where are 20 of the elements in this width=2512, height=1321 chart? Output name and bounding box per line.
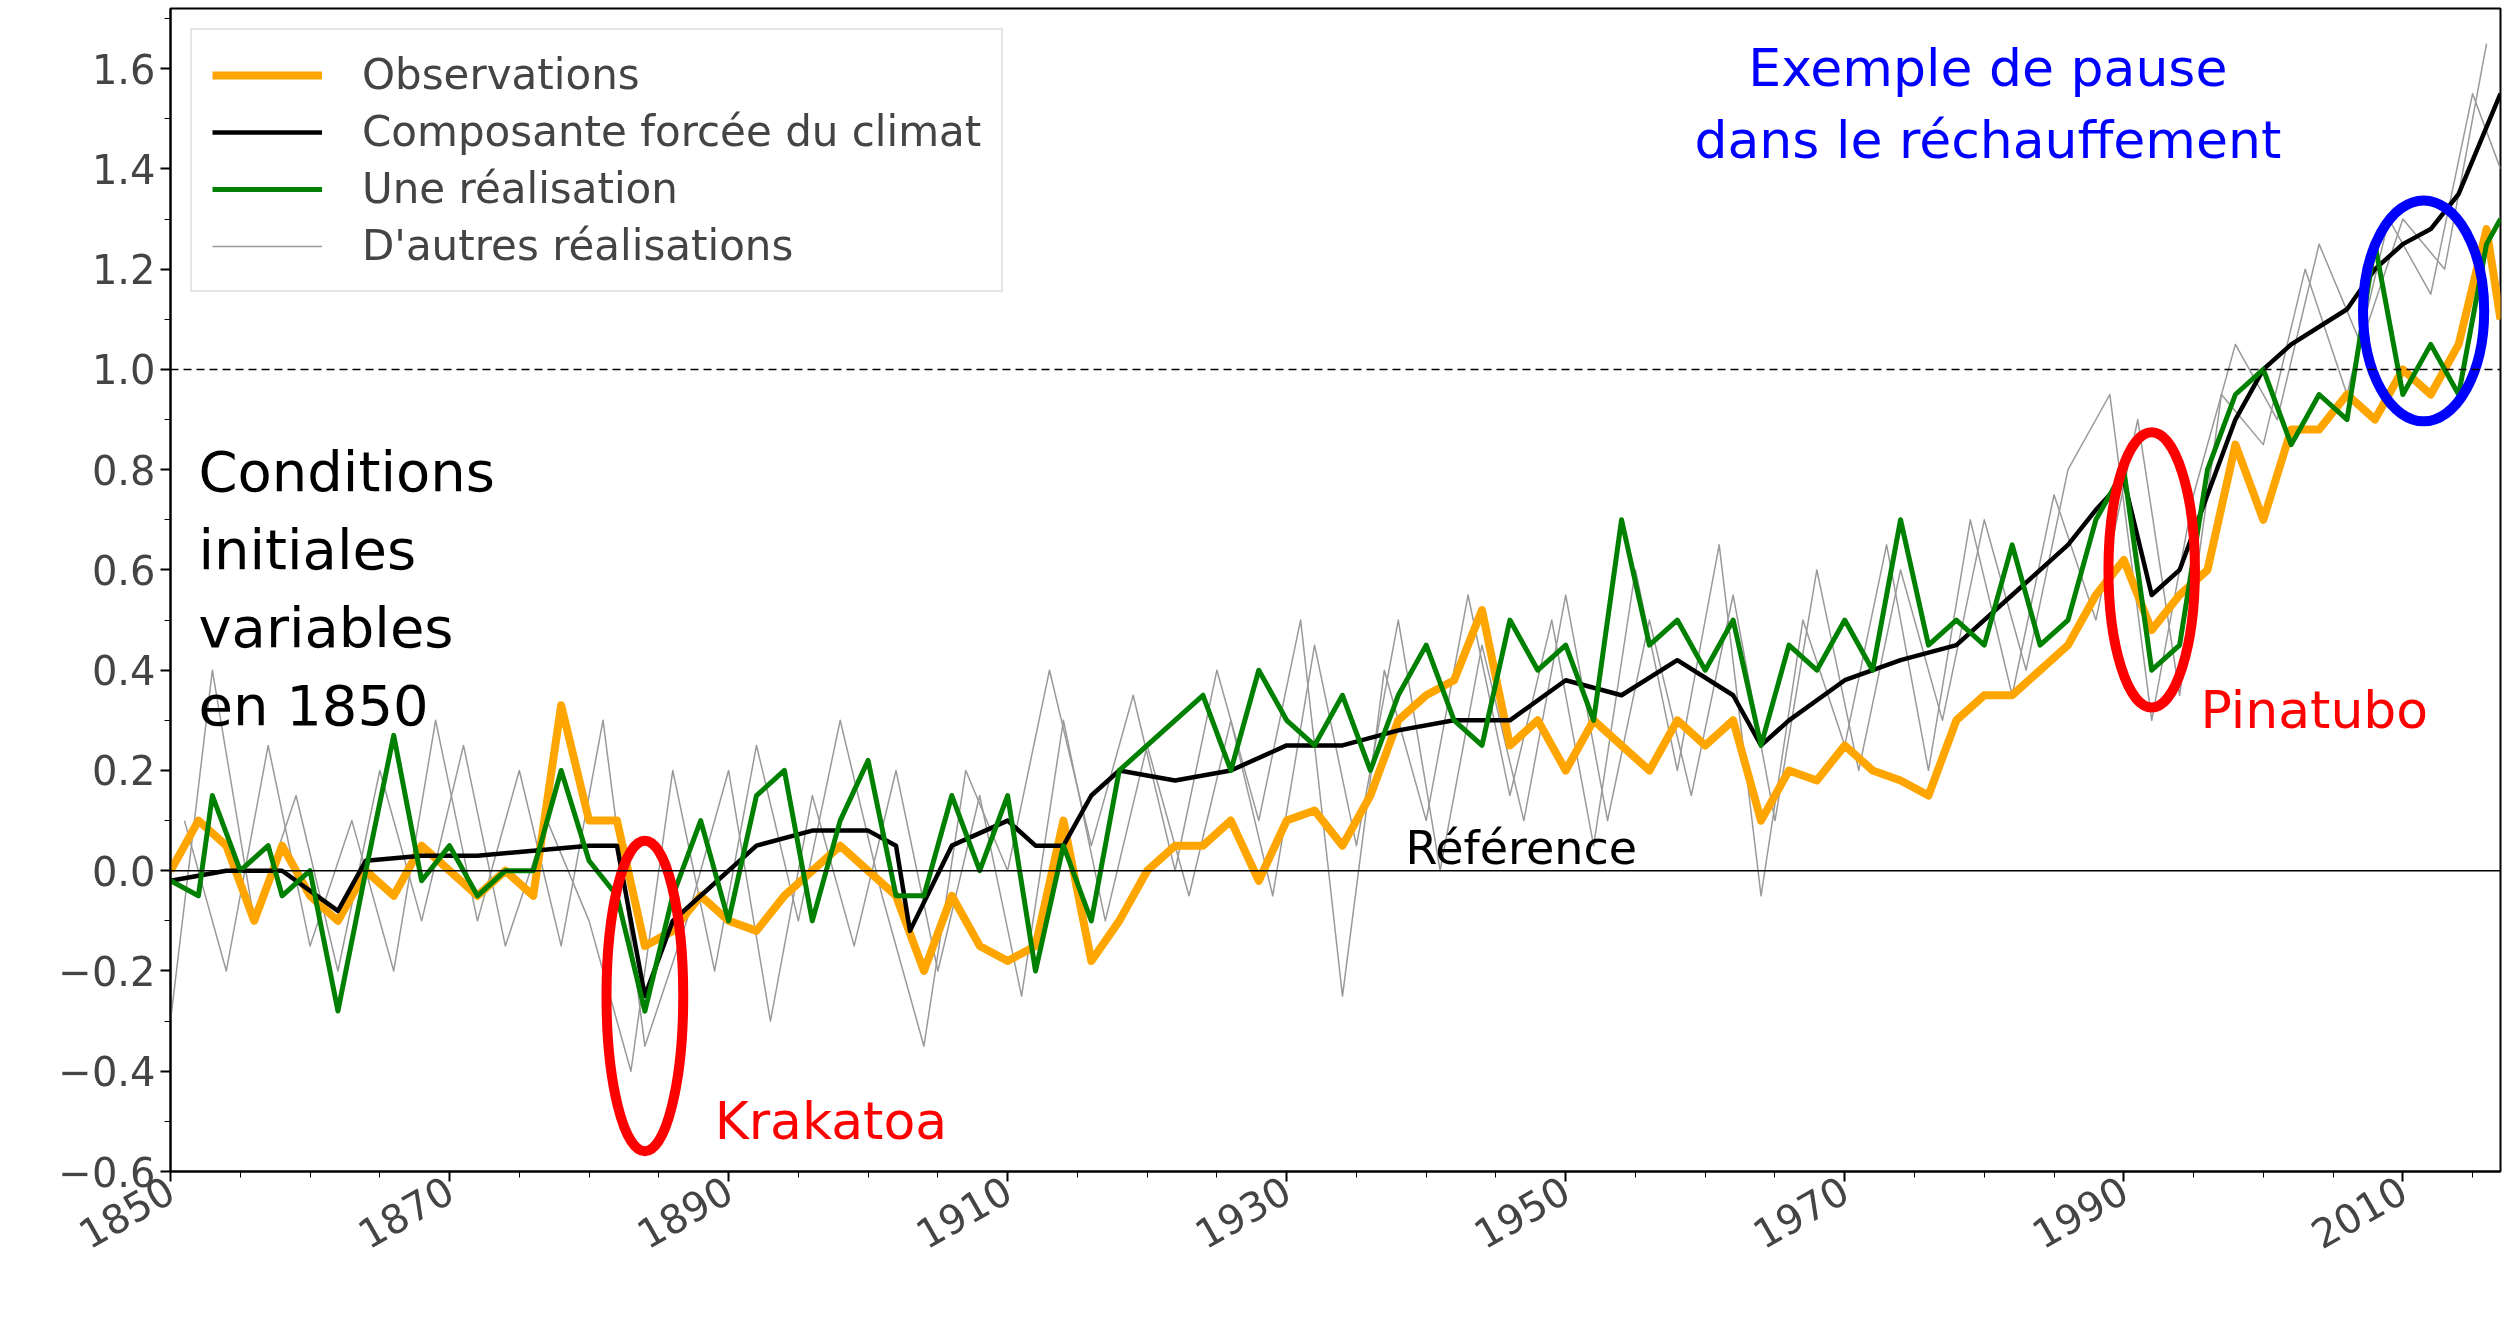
- y-tick-label: 0.6: [91, 547, 156, 594]
- legend-label: Composante forcée du climat: [362, 107, 982, 156]
- y-tick-label: −0.2: [58, 948, 156, 995]
- legend-label: Observations: [362, 50, 640, 99]
- y-tick-label: 0.8: [91, 447, 156, 494]
- y-tick-label: 1.6: [91, 46, 156, 93]
- y-tick-label: 0.2: [91, 748, 156, 795]
- annotation: Krakatoa: [714, 1091, 948, 1152]
- y-tick-label: −0.4: [58, 1049, 156, 1096]
- annotation: Exemple de pause dans le réchauffement: [1694, 37, 2282, 170]
- y-tick-label: 0.0: [91, 848, 156, 895]
- legend-label: D'autres réalisations: [362, 221, 794, 270]
- legend-label: Une réalisation: [362, 164, 678, 213]
- y-tick-label: 1.4: [91, 146, 156, 193]
- y-tick-label: 1.2: [91, 247, 156, 294]
- y-tick-label: 0.4: [91, 648, 156, 695]
- ref-line-label: Référence: [1405, 820, 1638, 875]
- annotation: Pinatubo: [2200, 680, 2429, 741]
- y-tick-label: 1.0: [91, 347, 156, 394]
- annotation: Conditions initiales variables en 1850: [198, 438, 495, 738]
